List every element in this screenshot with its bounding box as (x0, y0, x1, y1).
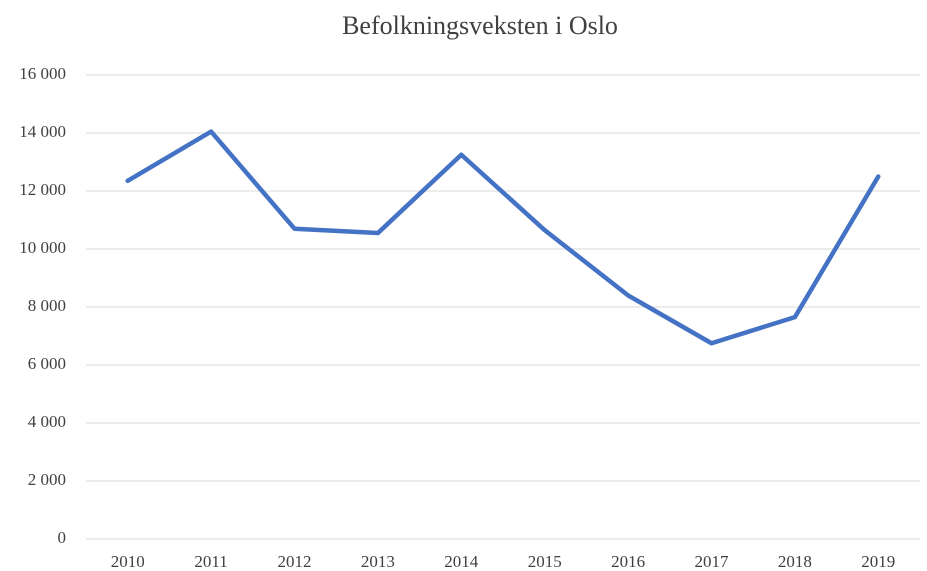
chart-title: Befolkningsveksten i Oslo (342, 11, 618, 40)
x-tick-label: 2012 (278, 552, 312, 571)
x-tick-label: 2016 (611, 552, 645, 571)
x-tick-label: 2015 (528, 552, 562, 571)
x-tick-label: 2011 (194, 552, 227, 571)
y-tick-label: 14 000 (19, 122, 66, 141)
x-tick-label: 2017 (695, 552, 730, 571)
y-tick-label: 16 000 (19, 64, 66, 83)
y-tick-label: 8 000 (28, 296, 66, 315)
x-tick-label: 2019 (861, 552, 895, 571)
y-tick-label: 0 (58, 528, 67, 547)
y-tick-label: 6 000 (28, 354, 66, 373)
y-tick-label: 10 000 (19, 238, 66, 257)
y-tick-label: 2 000 (28, 470, 66, 489)
x-tick-label: 2013 (361, 552, 395, 571)
x-tick-label: 2014 (444, 552, 479, 571)
y-tick-label: 4 000 (28, 412, 66, 431)
y-tick-label: 12 000 (19, 180, 66, 199)
x-tick-label: 2010 (111, 552, 145, 571)
data-line (125, 129, 881, 346)
x-tick-label: 2018 (778, 552, 812, 571)
